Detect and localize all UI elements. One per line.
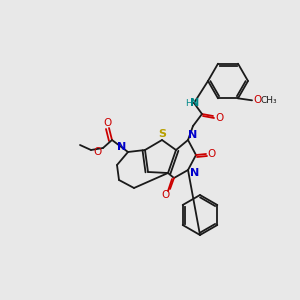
Text: O: O: [253, 95, 261, 105]
Text: O: O: [207, 149, 215, 159]
Text: N: N: [188, 130, 198, 140]
Text: O: O: [215, 113, 223, 123]
Text: N: N: [190, 98, 200, 108]
Text: S: S: [158, 129, 166, 139]
Text: O: O: [103, 118, 111, 128]
Text: N: N: [190, 168, 200, 178]
Text: CH₃: CH₃: [261, 96, 277, 105]
Text: H: H: [184, 98, 191, 107]
Text: N: N: [117, 142, 127, 152]
Text: O: O: [93, 147, 101, 157]
Text: O: O: [162, 190, 170, 200]
